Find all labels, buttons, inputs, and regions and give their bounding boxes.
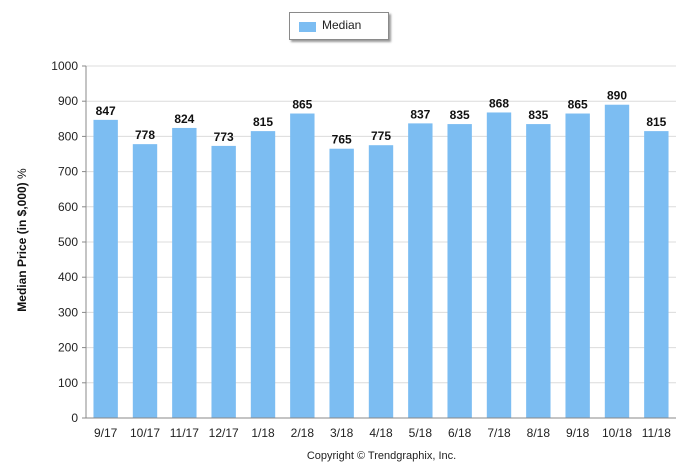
bar-11-18 (644, 131, 669, 418)
y-tick-label: 700 (58, 165, 78, 179)
bar-1-18 (250, 131, 276, 418)
x-tick-label: 2/18 (291, 426, 315, 440)
x-tick-label: 9/17 (94, 426, 118, 440)
bar-2-18 (290, 113, 315, 419)
axes: 0 100 200 300 400 500 600 700 800 900 1000 9/17 10/1… (51, 59, 676, 440)
y-tick-label: 900 (58, 94, 78, 108)
data-label: 778 (135, 128, 155, 142)
data-label: 865 (292, 98, 312, 112)
x-tick-label: 1/18 (251, 426, 275, 440)
bar-11-17 (172, 127, 197, 419)
y-tick-label: 1000 (51, 59, 78, 73)
bar-8-18 (526, 124, 551, 418)
y-tick-label: 500 (58, 235, 78, 249)
x-tick-label: 11/17 (170, 426, 199, 440)
legend: Median (289, 12, 389, 40)
bar-4-18 (368, 145, 394, 418)
bar-12-17 (211, 145, 236, 419)
bar-10-17 (132, 144, 158, 419)
x-tick-label: 11/18 (642, 426, 671, 440)
data-label: 765 (332, 133, 352, 147)
x-tick-label: 10/18 (602, 426, 632, 440)
x-tick-label: 10/17 (130, 426, 160, 440)
bar-9-17 (93, 119, 118, 418)
data-label: 837 (410, 107, 430, 121)
legend-swatch-median (299, 22, 316, 32)
y-tick-label: 300 (58, 305, 78, 319)
x-tick-label: 4/18 (369, 426, 393, 440)
bar-5-18 (408, 123, 433, 418)
bar-10-18 (604, 104, 630, 418)
data-label: 835 (528, 108, 548, 122)
y-axis-title-text: Median Price (in $,000) (15, 182, 29, 312)
y-tick-label: 600 (58, 200, 78, 214)
x-tick-label: 9/18 (566, 426, 590, 440)
x-tick-label: 12/17 (209, 426, 239, 440)
data-label: 868 (489, 96, 509, 110)
x-tick-label: 6/18 (448, 426, 472, 440)
data-label: 847 (96, 104, 116, 118)
y-tick-label: 200 (58, 341, 78, 355)
legend-label-median: Median (322, 18, 362, 32)
bar-7-18 (486, 112, 512, 419)
y-tick-label: 0 (71, 411, 78, 425)
data-label: 775 (371, 129, 391, 143)
y-tick-label: 800 (58, 129, 78, 143)
x-tick-label: 3/18 (330, 426, 354, 440)
y-axis-title-unit: % (15, 168, 29, 179)
y-tick-label: 100 (58, 376, 78, 390)
copyright-notice: Copyright © Trendgraphix, Inc. (306, 450, 457, 462)
y-tick-label: 400 (58, 270, 78, 284)
data-label: 835 (450, 108, 470, 122)
data-label: 824 (174, 112, 194, 126)
data-label: 773 (214, 130, 234, 144)
data-label: 815 (253, 115, 273, 129)
data-label: 815 (646, 115, 666, 129)
y-axis-title: Median Price (in $,000) % (15, 140, 29, 340)
x-tick-label: 8/18 (527, 426, 551, 440)
data-label: 865 (568, 98, 588, 112)
x-tick-label: 5/18 (409, 426, 433, 440)
bar-9-18 (565, 113, 590, 419)
bars (93, 104, 669, 419)
bar-3-18 (329, 148, 354, 418)
x-tick-label: 7/18 (487, 426, 511, 440)
data-labels: 847 778 824 773 815 865 765 775 837 835 868 835 865 8… (96, 89, 667, 147)
data-label: 890 (607, 89, 627, 103)
bar-6-18 (447, 124, 472, 418)
